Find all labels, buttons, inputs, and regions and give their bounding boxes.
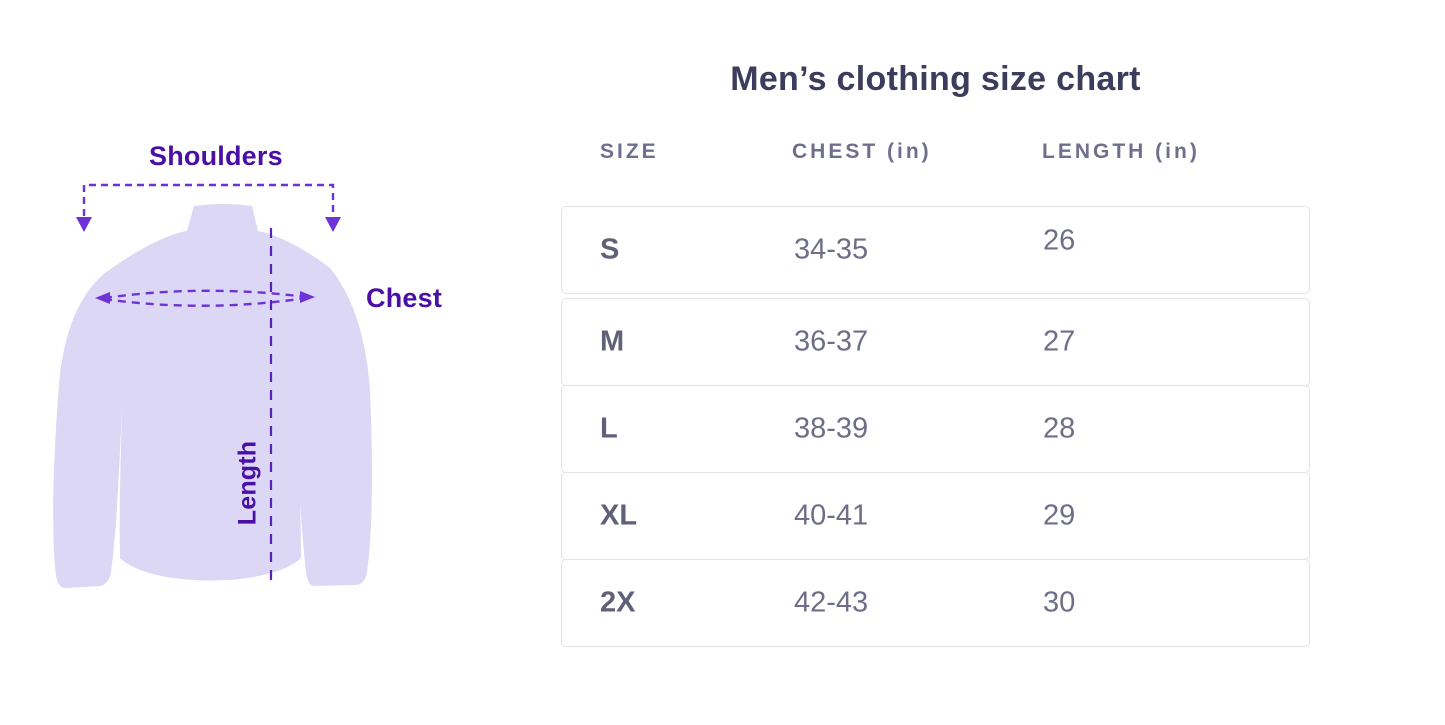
length-cell: 27 (1043, 325, 1076, 358)
table-row: M 36-37 27 (561, 298, 1310, 386)
chest-label: Chest (366, 283, 443, 313)
length-cell: 29 (1043, 499, 1076, 532)
shoulders-label: Shoulders (149, 141, 283, 171)
page-title: Men’s clothing size chart (730, 60, 1141, 98)
chest-cell: 42-43 (794, 586, 869, 619)
shoulders-arrow-right-icon (325, 217, 341, 232)
shoulders-arrow-left-icon (76, 217, 92, 232)
size-cell: 2X (600, 586, 636, 619)
chest-arrow-right-icon (300, 291, 315, 303)
table-row: 2X 42-43 30 (561, 559, 1310, 647)
size-cell: S (600, 233, 620, 266)
length-cell: 30 (1043, 586, 1076, 619)
column-header-chest: CHEST (in) (792, 140, 932, 163)
table-row: XL 40-41 29 (561, 472, 1310, 560)
chest-cell: 34-35 (794, 233, 869, 266)
column-header-length: LENGTH (in) (1042, 140, 1200, 163)
shirt-silhouette (53, 204, 372, 588)
chest-arrow-left-icon (95, 292, 110, 304)
chest-measure-ellipse (103, 289, 307, 307)
size-table-body: S 34-35 26 M 36-37 27 L 38-39 28 XL 40-4… (561, 206, 1310, 647)
size-cell: L (600, 412, 618, 445)
column-header-size: SIZE (600, 140, 659, 163)
table-row: S 34-35 26 (561, 206, 1310, 294)
length-cell: 26 (1043, 224, 1076, 257)
shoulders-measure-line (82, 183, 335, 216)
shirt-measurement-diagram (53, 183, 372, 588)
length-label: Length (233, 440, 262, 526)
length-cell: 28 (1043, 412, 1076, 445)
size-cell: M (600, 325, 625, 358)
size-cell: XL (600, 499, 638, 532)
chest-cell: 40-41 (794, 499, 869, 532)
chest-cell: 36-37 (794, 325, 869, 358)
size-table-header: SIZE CHEST (in) LENGTH (in) (561, 140, 1310, 168)
table-row: L 38-39 28 (561, 385, 1310, 473)
chest-cell: 38-39 (794, 412, 869, 445)
